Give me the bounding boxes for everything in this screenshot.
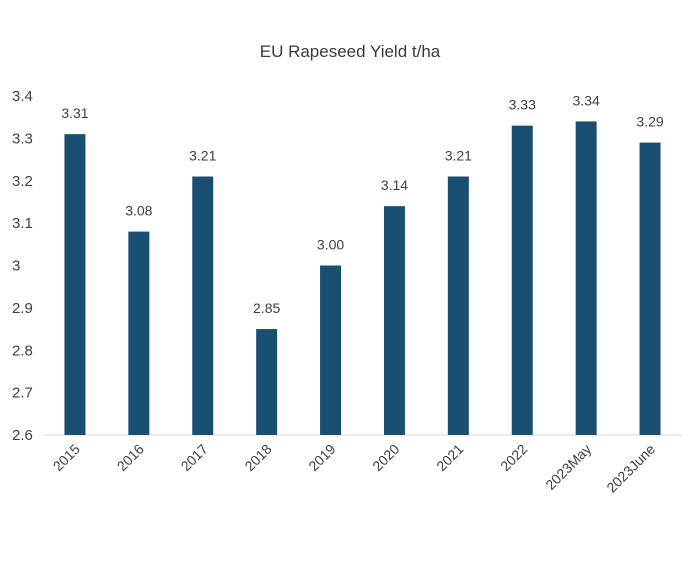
bar-2015 (64, 134, 86, 435)
y-tick-label: 2.8 (12, 342, 33, 359)
bar-series (64, 121, 661, 436)
x-tick-label: 2023May (542, 441, 594, 493)
data-label: 3.08 (125, 203, 152, 219)
x-tick-label: 2018 (241, 441, 274, 474)
x-tick-label: 2017 (178, 441, 211, 474)
y-axis-ticks: 2.6 2.7 2.8 2.9 3 3.1 3.2 3.3 3.4 (12, 88, 33, 444)
data-label: 2.85 (253, 300, 280, 316)
x-tick-label: 2022 (497, 441, 530, 474)
y-tick-label: 2.6 (12, 427, 33, 444)
data-label: 3.33 (509, 97, 536, 113)
x-tick-label: 2016 (114, 441, 147, 474)
bar-2017 (192, 176, 214, 435)
bar-2022 (511, 125, 533, 435)
data-label: 3.31 (61, 105, 88, 121)
data-label: 3.34 (573, 92, 600, 108)
bar-2016 (128, 231, 150, 435)
y-tick-label: 3.3 (12, 130, 33, 147)
x-tick-label: 2019 (305, 441, 338, 474)
bar-2023May (575, 121, 597, 436)
chart-title: EU Rapeseed Yield t/ha (260, 42, 441, 61)
y-tick-label: 2.7 (12, 385, 33, 402)
data-label: 3.14 (381, 177, 408, 193)
x-tick-label: 2015 (50, 441, 83, 474)
y-tick-label: 3.1 (12, 215, 33, 232)
data-label: 3.29 (636, 114, 663, 130)
y-tick-label: 3 (12, 258, 20, 275)
x-tick-label: 2023June (603, 441, 658, 496)
y-tick-label: 2.9 (12, 300, 33, 317)
bar-2019 (320, 265, 342, 435)
data-label: 3.21 (189, 148, 216, 164)
y-tick-label: 3.2 (12, 173, 33, 190)
y-tick-label: 3.4 (12, 88, 33, 105)
x-axis-ticks: 2015 2016 2017 2018 2019 2020 2021 2022 2023May 2… (50, 441, 659, 496)
bar-2023June (639, 142, 661, 436)
x-tick-label: 2021 (433, 441, 466, 474)
data-labels: 3.31 3.08 3.21 2.85 3.00 3.14 3.21 3.33 3.34 3.29 (61, 92, 664, 316)
bar-2021 (447, 176, 469, 435)
x-tick-label: 2020 (369, 441, 402, 474)
data-label: 3.00 (317, 237, 344, 253)
bar-2020 (383, 206, 405, 435)
data-label: 3.21 (445, 148, 472, 164)
bar-2018 (256, 329, 278, 435)
